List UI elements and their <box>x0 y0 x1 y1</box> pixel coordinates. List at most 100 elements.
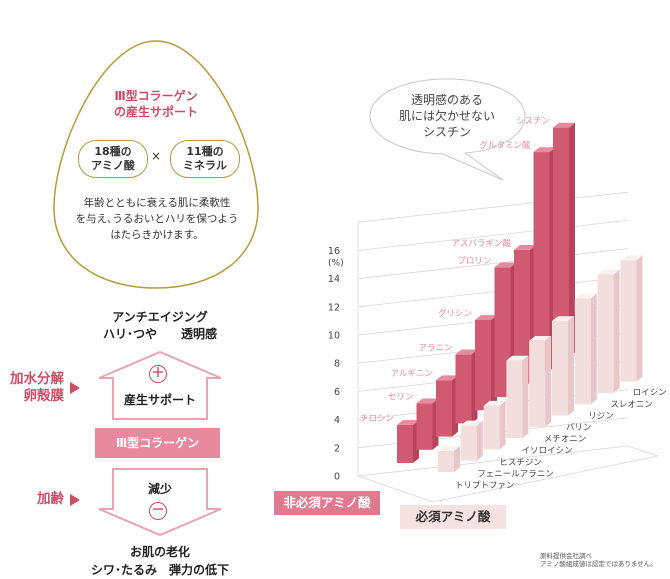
egg-desc-line2: を与え､うるおいとハリを保つよう <box>75 213 239 225</box>
bar-top <box>597 269 620 275</box>
gridline <box>357 445 629 477</box>
egg-title-line1: Ⅲ型コラーゲン <box>114 89 198 103</box>
egg-description: 年齢とともに衰える肌に柔軟性 を与え､うるおいとハリを保つよう はたらきかけます… <box>66 195 248 243</box>
category-label: フェニールアラニン <box>477 469 554 479</box>
bar <box>397 424 413 463</box>
category-label: グルタミン酸 <box>479 140 531 151</box>
plus-icon: ＋ <box>149 365 167 383</box>
arrow-right-icon <box>70 382 80 394</box>
bar-top <box>397 420 419 425</box>
bar-top <box>416 398 439 404</box>
bar <box>483 405 500 450</box>
flow-top-line2: ハリ･つや 透明感 <box>102 327 217 341</box>
pill-left-line1: 18種の <box>94 145 132 158</box>
bar-side <box>476 420 483 461</box>
legend-nonessential: 非必須アミノ酸 <box>274 491 380 515</box>
y-tick-label: 4 <box>334 415 340 426</box>
category-label: セリン <box>388 392 414 402</box>
bar <box>574 298 591 405</box>
gridline <box>357 248 629 279</box>
bar <box>597 274 614 393</box>
bar-top <box>529 335 552 341</box>
category-label: メチオニン <box>544 435 587 445</box>
bubble-line3: シスチン <box>422 125 471 139</box>
category-label: チロシン <box>360 414 394 424</box>
category-label: ヒスチジン <box>499 458 542 468</box>
egg-desc-line3: はたらきかけます。 <box>110 229 204 241</box>
bar <box>529 340 546 427</box>
y-axis-unit: (%) <box>328 258 344 268</box>
bar-side <box>454 446 460 472</box>
skin-aging-text: お肌の老化 シワ･たるみ 弾力の低下 <box>70 543 250 579</box>
flow-bottom-line2: シワ･たるみ 弾力の低下 <box>90 563 229 577</box>
category-label: アルギニン <box>391 369 433 379</box>
bubble-line2: 肌には欠かせない <box>398 109 495 123</box>
bar-top <box>552 316 574 322</box>
pill-right-line2: ミネラル <box>183 159 227 172</box>
bar-top <box>514 245 536 250</box>
bar-side <box>569 122 575 358</box>
type3-collagen-bar: Ⅲ型コラーゲン <box>95 428 220 458</box>
egg-outline <box>53 40 259 289</box>
bar-top <box>483 400 506 406</box>
anti-aging-text: アンチエイジング ハリ･つや 透明感 <box>80 309 240 343</box>
bar-top <box>460 420 483 426</box>
category-label: リジン <box>588 411 614 421</box>
bar <box>533 152 550 371</box>
bar <box>455 354 472 424</box>
bar <box>552 321 568 416</box>
bar <box>436 380 452 437</box>
flow-bottom-line1: お肌の老化 <box>129 545 190 559</box>
source-note: 原料提供会社調べ アミノ酸組成値は認定ではありません。 <box>540 552 668 568</box>
arrow-right-icon <box>70 494 80 506</box>
bar-top <box>553 122 575 128</box>
left-top-line1: 加水分解 <box>10 371 64 387</box>
bar <box>514 249 530 384</box>
support-label: 産生サポート <box>123 393 196 407</box>
bar <box>506 360 523 439</box>
bar-top <box>574 293 597 299</box>
bar-top <box>438 446 460 451</box>
y-tick-label: 10 <box>328 331 340 342</box>
bar <box>416 403 433 450</box>
y-tick-label: 12 <box>328 302 340 313</box>
y-tick-label: 2 <box>334 443 340 454</box>
floor-line-right <box>627 445 659 457</box>
category-label: シスチン <box>516 117 550 127</box>
decrease-label: 減少 <box>147 482 172 496</box>
flow-top-line1: アンチエイジング <box>112 310 208 324</box>
category-label: イソロイシン <box>522 446 573 456</box>
floor-line-left <box>357 475 434 503</box>
legend-essential: 必須アミノ酸 <box>400 505 506 529</box>
speech-bubble <box>369 78 526 181</box>
category-label: ロイシン <box>633 388 667 398</box>
bubble-line1: 透明感のある <box>410 93 483 107</box>
bar-top <box>533 147 556 153</box>
bar-top <box>475 315 497 320</box>
bar-side <box>636 255 643 382</box>
gridline <box>357 220 629 251</box>
category-label: スレオニン <box>610 400 653 410</box>
bar-side <box>522 355 529 439</box>
bar-top <box>506 355 529 361</box>
bar-side <box>613 269 620 393</box>
left-top-line2: 卵殻膜 <box>23 388 65 404</box>
bar <box>553 127 569 358</box>
note-line1: 原料提供会社調べ <box>540 552 592 560</box>
egg-desc-line1: 年齢とともに衰える肌に柔軟性 <box>83 197 231 209</box>
aging-label: 加齢 <box>37 491 64 507</box>
minus-icon: － <box>149 502 167 520</box>
bar-top <box>620 255 643 261</box>
y-tick-label: 6 <box>334 387 340 398</box>
y-tick-label: 16 <box>328 246 340 257</box>
category-label: トリプトファン <box>455 481 515 491</box>
bar-side <box>545 335 552 427</box>
category-label: グリシン <box>438 308 472 319</box>
pill-left-line2: アミノ酸 <box>91 159 135 172</box>
bar <box>460 425 477 461</box>
bar-side <box>499 400 506 450</box>
pill-minerals: 11種の ミネラル <box>170 140 240 178</box>
bar-top <box>436 375 458 381</box>
note-line2: アミノ酸組成値は認定ではありません。 <box>540 560 657 568</box>
category-label: バリン <box>566 423 592 433</box>
